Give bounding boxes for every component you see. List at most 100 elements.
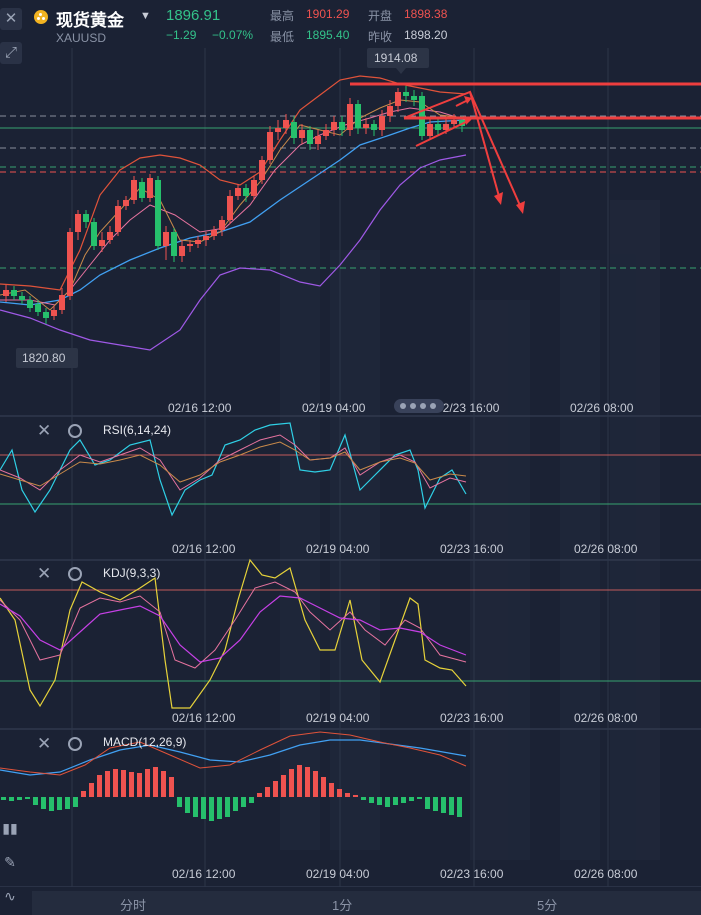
- candle-body: [419, 96, 425, 136]
- main-xaxis-label-3: 02/26 08:00: [570, 401, 634, 415]
- pencil-icon[interactable]: ✎: [4, 854, 16, 870]
- macd-histogram-bar: [1, 797, 6, 800]
- candle-body: [443, 124, 449, 130]
- rsi-xaxis-label-3: 02/26 08:00: [574, 542, 638, 556]
- macd-histogram-bar: [233, 797, 238, 811]
- macd-histogram-bar: [273, 781, 278, 797]
- candle-body: [51, 310, 57, 316]
- macd-title: MACD(12,26,9): [103, 735, 187, 749]
- candle-body: [27, 300, 33, 308]
- candle-body: [451, 120, 457, 124]
- macd-histogram-bar: [385, 797, 390, 807]
- macd-histogram-bar: [433, 797, 438, 811]
- stat-value-low: 1895.40: [306, 28, 350, 42]
- macd-histogram-bar: [337, 789, 342, 797]
- macd-histogram-bar: [25, 797, 30, 799]
- macd-histogram-bar: [41, 797, 46, 809]
- close-icon[interactable]: ✕: [37, 421, 52, 440]
- candle-body: [43, 312, 49, 318]
- close-icon[interactable]: ✕: [0, 8, 22, 30]
- candle-body: [307, 130, 313, 144]
- candle-icon[interactable]: ▮▮: [2, 820, 18, 836]
- macd-histogram-bar: [345, 793, 350, 797]
- candle-body: [323, 130, 329, 136]
- macd-histogram-bar: [305, 767, 310, 797]
- gear-icon[interactable]: [68, 424, 82, 438]
- candle-body: [243, 188, 249, 196]
- tab-5min[interactable]: 5分: [537, 898, 558, 913]
- macd-histogram-bar: [33, 797, 38, 805]
- candle-body: [395, 92, 401, 106]
- instrument-name[interactable]: 现货黄金: [56, 11, 124, 30]
- interval-tabs: 分时 1分 5分: [32, 891, 701, 915]
- price-change-pct: −0.07%: [212, 28, 254, 42]
- gear-icon[interactable]: [68, 567, 82, 581]
- macd-histogram-bar: [89, 783, 94, 797]
- macd-histogram-bar: [49, 797, 54, 811]
- macd-histogram-bar: [297, 765, 302, 797]
- candle-body: [355, 104, 361, 128]
- macd-histogram-bar: [209, 797, 214, 821]
- candle-body: [371, 124, 377, 130]
- macd-histogram-bar: [121, 770, 126, 797]
- candle-body: [83, 214, 89, 222]
- close-icon[interactable]: ✕: [37, 564, 52, 583]
- candle-body: [75, 214, 81, 232]
- candle-body: [59, 295, 65, 310]
- macd-histogram-bar: [169, 777, 174, 797]
- expand-icon[interactable]: ⤢: [0, 42, 22, 64]
- chart-canvas[interactable]: 1914.08 1820.80 02/16 12:00 02/19 04:00 …: [0, 0, 701, 887]
- macd-histogram-bar: [17, 797, 22, 800]
- tab-time-share[interactable]: 分时: [120, 898, 147, 913]
- quote-header: [0, 0, 701, 48]
- macd-histogram-bar: [401, 797, 406, 803]
- macd-histogram-bar: [353, 795, 358, 797]
- candle-body: [107, 232, 113, 240]
- candle-body: [35, 304, 41, 312]
- candle-body: [435, 124, 441, 130]
- close-icon[interactable]: ✕: [37, 734, 52, 753]
- chart-icon[interactable]: ∿: [4, 888, 16, 904]
- macd-histogram-bar: [329, 783, 334, 797]
- macd-histogram-bar: [369, 797, 374, 803]
- macd-histogram-bar: [257, 793, 262, 797]
- candle-body: [99, 240, 105, 246]
- macd-histogram-bar: [241, 797, 246, 807]
- stat-label-low: 最低: [270, 30, 295, 44]
- candle-body: [363, 124, 369, 128]
- high-price-tag: 1914.08: [374, 51, 418, 65]
- caret-down-icon[interactable]: ▼: [140, 10, 151, 22]
- macd-histogram-bar: [161, 771, 166, 797]
- macd-histogram-bar: [9, 797, 14, 801]
- tab-1min[interactable]: 1分: [332, 898, 353, 913]
- rsi-xaxis-label-1: 02/19 04:00: [306, 542, 370, 556]
- candle-body: [139, 182, 145, 198]
- candle-body: [211, 230, 217, 236]
- candle-body: [187, 244, 193, 246]
- main-xaxis-label-1: 02/19 04:00: [302, 401, 366, 415]
- macd-histogram-bar: [225, 797, 230, 817]
- macd-histogram-bar: [177, 797, 182, 807]
- stat-label-open: 开盘: [368, 9, 393, 23]
- macd-histogram-bar: [441, 797, 446, 813]
- macd-histogram-bar: [321, 777, 326, 797]
- candle-body: [427, 124, 433, 136]
- candle-body: [171, 232, 177, 256]
- kdj-xaxis-label-1: 02/19 04:00: [306, 711, 370, 725]
- macd-histogram-bar: [185, 797, 190, 813]
- macd-histogram-bar: [289, 769, 294, 797]
- kdj-xaxis-label-3: 02/26 08:00: [574, 711, 638, 725]
- candle-body: [347, 104, 353, 130]
- candle-body: [3, 290, 9, 296]
- gear-icon[interactable]: [68, 737, 82, 751]
- main-xaxis-label-0: 02/16 12:00: [168, 401, 232, 415]
- macd-histogram-bar: [249, 797, 254, 803]
- macd-xaxis-label-3: 02/26 08:00: [574, 867, 638, 881]
- candle-body: [259, 160, 265, 180]
- macd-histogram-bar: [449, 797, 454, 815]
- rsi-xaxis-label-0: 02/16 12:00: [172, 542, 236, 556]
- macd-histogram-bar: [97, 775, 102, 797]
- rsi-xaxis-label-2: 02/23 16:00: [440, 542, 504, 556]
- macd-histogram-bar: [73, 797, 78, 807]
- stat-label-prev-close: 昨收: [368, 30, 393, 44]
